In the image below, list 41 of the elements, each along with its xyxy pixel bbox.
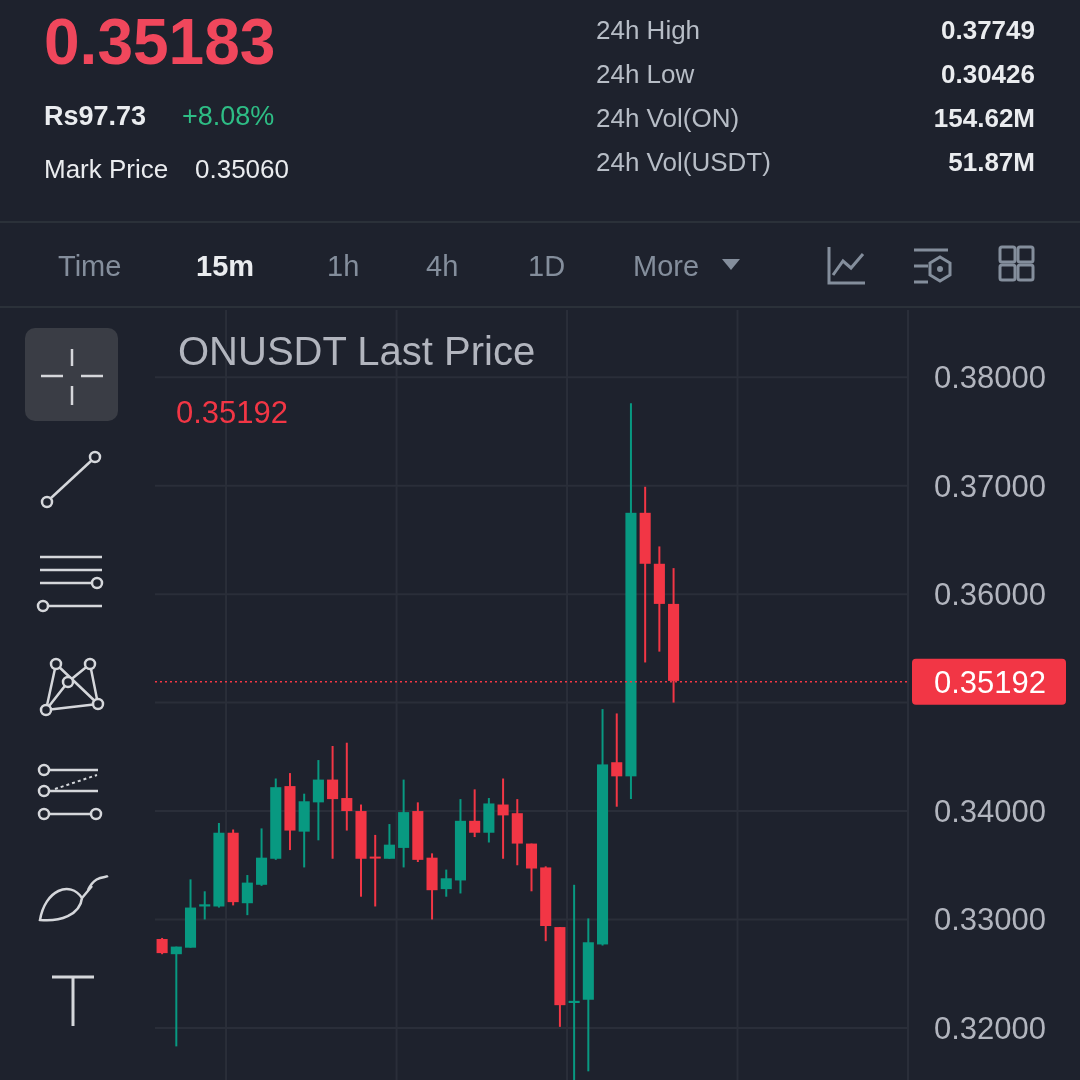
text: 0.30426 — [941, 59, 1035, 89]
text: 15m — [196, 250, 255, 282]
candlestick — [568, 883, 580, 1080]
y-tick-label: 0.38000 — [933, 360, 1047, 396]
text: 24h Vol(USDT) — [596, 147, 771, 177]
candlestick — [241, 874, 253, 917]
candlestick — [199, 890, 211, 921]
y-tick-label: 0.36000 — [933, 576, 1047, 612]
text: +8.08% — [182, 101, 275, 131]
text: 4h — [426, 250, 459, 282]
candlestick — [440, 868, 452, 898]
candlestick — [327, 744, 339, 860]
text: 1D — [528, 250, 566, 282]
candlestick — [497, 777, 509, 860]
text: 0.35183 — [44, 6, 276, 78]
candlestick — [611, 712, 623, 808]
text: 24h High — [596, 15, 701, 45]
y-tick-label: 0.32000 — [933, 1010, 1047, 1046]
text: 24h Vol(ON) — [596, 103, 740, 133]
y-tick-label: 0.34000 — [933, 793, 1047, 829]
text: 0.35060 — [195, 154, 289, 184]
text: Time — [58, 250, 122, 282]
text: 0.35192 — [176, 395, 289, 430]
text: 154.62M — [933, 103, 1035, 133]
ref-line-label: 0.35192 — [933, 664, 1047, 700]
candlestick — [369, 833, 381, 908]
text: 1h — [327, 250, 360, 282]
text: 24h Low — [596, 59, 695, 89]
text: Rs97.73 — [44, 101, 147, 131]
candlestick — [383, 823, 395, 860]
candlestick — [469, 788, 481, 839]
text: ONUSDT Last Price — [178, 329, 536, 373]
text: 0.37749 — [941, 15, 1035, 45]
candlestick — [170, 945, 182, 1048]
text: More — [633, 250, 700, 282]
candlestick — [312, 759, 324, 842]
text: 51.87M — [948, 147, 1035, 177]
candlestick — [341, 741, 353, 832]
y-tick-label: 0.33000 — [933, 902, 1047, 938]
text: Mark Price — [44, 154, 169, 184]
y-tick-label: 0.37000 — [933, 468, 1047, 504]
